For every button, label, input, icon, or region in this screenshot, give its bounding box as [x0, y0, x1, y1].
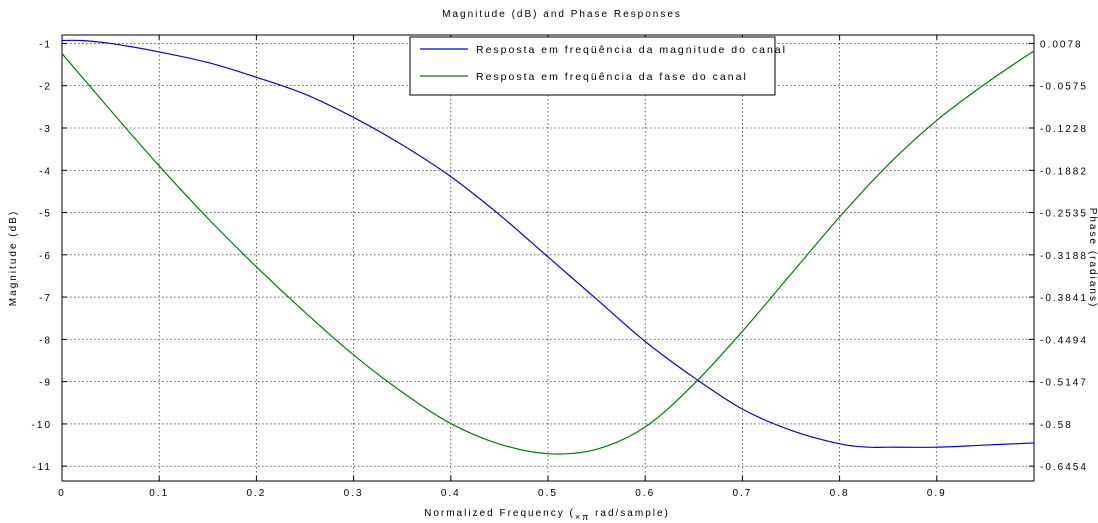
legend-box [409, 36, 776, 96]
y-right-tick-label: 0.0078 [1040, 39, 1083, 50]
y-left-tick-label: -5 [39, 209, 52, 220]
legend-label-phase: Resposta em freqüência da fase do canal [476, 71, 748, 83]
x-tick-label: 0.8 [830, 488, 850, 499]
series-magnitude-line [61, 39, 1035, 449]
y-right-tick-label: -0.1228 [1040, 124, 1088, 135]
y-left-tick-label: -7 [39, 293, 52, 304]
y-left-tick-label: -11 [32, 462, 52, 473]
series-layer [61, 39, 1035, 455]
x-tick-label: 0.3 [344, 488, 364, 499]
y-left-tick-label: -4 [39, 166, 52, 177]
y-axis-label-left: Magnitude (dB) [8, 210, 19, 306]
y-left-tick-label: -6 [39, 251, 52, 262]
x-tick-label: 0.6 [635, 488, 655, 499]
x-tick-label: 0.7 [732, 488, 752, 499]
plot-frame [61, 34, 1035, 482]
y-axis-label-right: Phase (radians) [1087, 208, 1098, 309]
x-axis-label-end: rad/sample) [590, 508, 670, 519]
y-right-tick-label: -0.58 [1040, 420, 1073, 431]
y-left-tick-label: -10 [32, 420, 52, 431]
y-right-tick-label: -0.3841 [1040, 293, 1088, 304]
legend-label-magnitude: Resposta em freqüência da magnitude do c… [476, 44, 787, 56]
x-tick-label: 0.9 [927, 488, 947, 499]
y-right-tick-label: -0.3188 [1040, 251, 1088, 262]
y-left-tick-label: -8 [39, 335, 52, 346]
x-tick-label: 0.5 [538, 488, 558, 499]
y-right-tick-label: -0.4494 [1040, 335, 1088, 346]
legend: Resposta em freqüência da magnitude do c… [409, 36, 787, 96]
y-left-tick-label: -9 [39, 378, 52, 389]
y-left-tick-label: -1 [39, 39, 52, 50]
y-right-tick-label: -0.1882 [1040, 166, 1088, 177]
y-right-tick-label: -0.5147 [1040, 378, 1088, 389]
x-axis-label-main: Normalized Frequency ( [424, 508, 575, 519]
x-axis-label-pi: ×π [575, 512, 590, 522]
x-axis-label: Normalized Frequency (×π rad/sample) [424, 508, 670, 522]
y-right-tick-label: -0.2535 [1040, 209, 1088, 220]
y-right-tick-label: -0.0575 [1040, 82, 1088, 93]
x-tick-label: 0 [58, 488, 66, 499]
y-left-tick-label: -3 [39, 124, 52, 135]
y-right-tick-label: -0.6454 [1040, 462, 1088, 473]
x-tick-label: 0.1 [149, 488, 169, 499]
y-left-tick-label: -2 [39, 82, 52, 93]
x-tick-label: 0.2 [246, 488, 266, 499]
axis-ticks: 0 0.1 0.2 0.3 0.4 0.5 0.6 0.7 0.8 0.9 -1 0.0078 -2 -0… [32, 35, 1088, 499]
series-phase-line [61, 50, 1035, 455]
x-tick-label: 0.4 [441, 488, 461, 499]
chart-title: Magnitude (dB) and Phase Responses [442, 9, 682, 20]
